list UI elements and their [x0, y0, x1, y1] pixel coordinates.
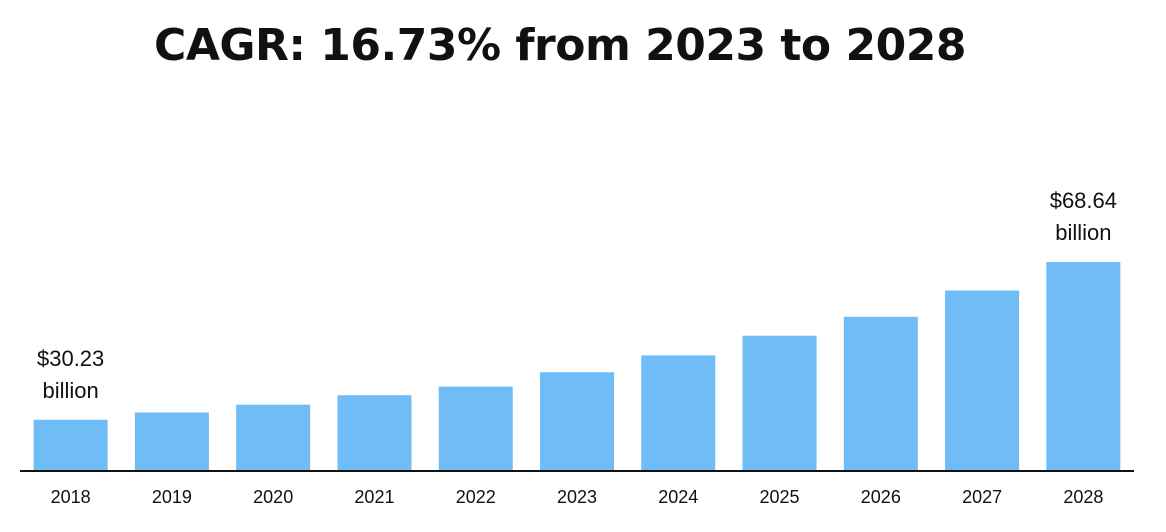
bar-2021 [337, 395, 412, 470]
chart-title: CAGR: 16.73% from 2023 to 2028 [154, 20, 966, 71]
data-label-2028-line-2: billion [1055, 220, 1111, 245]
bar-2022 [438, 386, 513, 470]
x-tick-2025: 2025 [760, 487, 800, 507]
bar-2018 [33, 419, 108, 470]
x-tick-2019: 2019 [152, 487, 192, 507]
x-tick-2026: 2026 [861, 487, 901, 507]
x-tick-2024: 2024 [658, 487, 698, 507]
bar-2028 [1046, 262, 1121, 470]
data-label-2018-line-1: $30.23 [37, 346, 104, 371]
bar-2024 [641, 355, 716, 470]
bar-2020 [236, 404, 311, 470]
data-label-2028-line-1: $68.64 [1050, 188, 1117, 213]
x-tick-2020: 2020 [253, 487, 293, 507]
x-tick-2021: 2021 [354, 487, 394, 507]
bar-2019 [134, 412, 209, 470]
x-tick-labels: 2018 2019 2020 2021 2022 2023 2024 2025 2026 2027… [51, 487, 1104, 507]
bar-2026 [843, 316, 918, 470]
data-label-2018-line-2: billion [43, 378, 99, 403]
bars-group [33, 262, 1121, 470]
data-labels: $30.23 billion $68.64 billion [37, 188, 1117, 403]
bar-2023 [540, 372, 614, 470]
bar-2027 [945, 290, 1020, 470]
x-tick-2023: 2023 [557, 487, 597, 507]
x-tick-2028: 2028 [1063, 487, 1103, 507]
bar-2025 [742, 335, 817, 470]
x-tick-2027: 2027 [962, 487, 1002, 507]
x-tick-2018: 2018 [51, 487, 91, 507]
x-tick-2022: 2022 [456, 487, 496, 507]
